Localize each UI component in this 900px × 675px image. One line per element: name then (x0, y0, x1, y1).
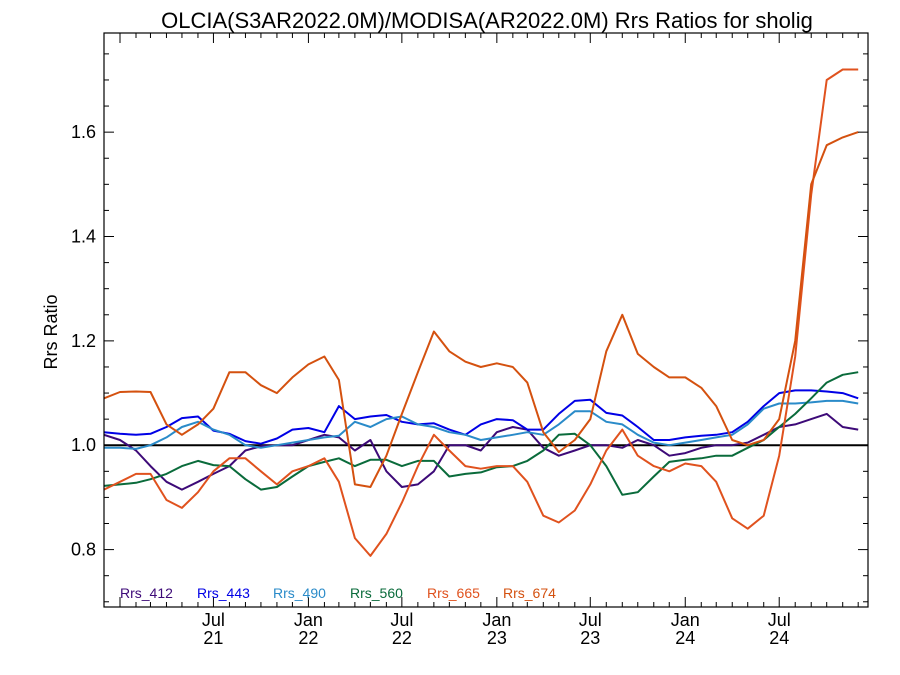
x-tick-label-year: 22 (298, 628, 318, 648)
x-tick-label-month: Jul (579, 610, 602, 630)
x-tick-label-month: Jan (671, 610, 700, 630)
legend: Rrs_412 Rrs_443 Rrs_490 Rrs_560 Rrs_665 Rrs_6… (120, 585, 556, 601)
legend-item-rrs_665: Rrs_665 (427, 585, 480, 601)
legend-item-rrs_412: Rrs_412 (120, 585, 173, 601)
series-line-rrs_560 (104, 371, 859, 496)
y-axis-ticks: 0.8 1.0 1.2 1.4 1.6 (71, 53, 868, 603)
series-line-rrs_665 (104, 68, 859, 557)
x-tick-label-month: Jan (482, 610, 511, 630)
y-tick-label: 1.4 (71, 227, 96, 247)
y-tick-label: 1.2 (71, 331, 96, 351)
y-axis-label: Rrs Ratio (41, 294, 61, 369)
y-tick-label: 1.0 (71, 435, 96, 455)
chart-title: OLCIA(S3AR2022.0M)/MODISA(AR2022.0M) Rrs… (161, 8, 813, 33)
x-tick-label-month: Jul (390, 610, 413, 630)
plot-area (103, 32, 869, 608)
x-tick-label-month: Jul (202, 610, 225, 630)
legend-item-rrs_674: Rrs_674 (503, 585, 556, 601)
series-line-rrs_490 (104, 399, 859, 450)
legend-item-rrs_443: Rrs_443 (197, 585, 250, 601)
x-tick-label-month: Jan (294, 610, 323, 630)
x-tick-label-year: 24 (675, 628, 695, 648)
y-tick-label: 0.8 (71, 540, 96, 560)
y-tick-label: 1.6 (71, 122, 96, 142)
legend-item-rrs_560: Rrs_560 (350, 585, 403, 601)
series-line-rrs_674 (104, 131, 859, 488)
x-tick-label-month: Jul (768, 610, 791, 630)
x-tick-label-year: 21 (203, 628, 223, 648)
x-tick-label-year: 24 (769, 628, 789, 648)
legend-item-rrs_490: Rrs_490 (273, 585, 326, 601)
x-tick-label-year: 22 (392, 628, 412, 648)
series-lines (104, 68, 859, 557)
x-tick-label-year: 23 (487, 628, 507, 648)
x-tick-label-year: 23 (580, 628, 600, 648)
plot-frame (103, 32, 869, 608)
